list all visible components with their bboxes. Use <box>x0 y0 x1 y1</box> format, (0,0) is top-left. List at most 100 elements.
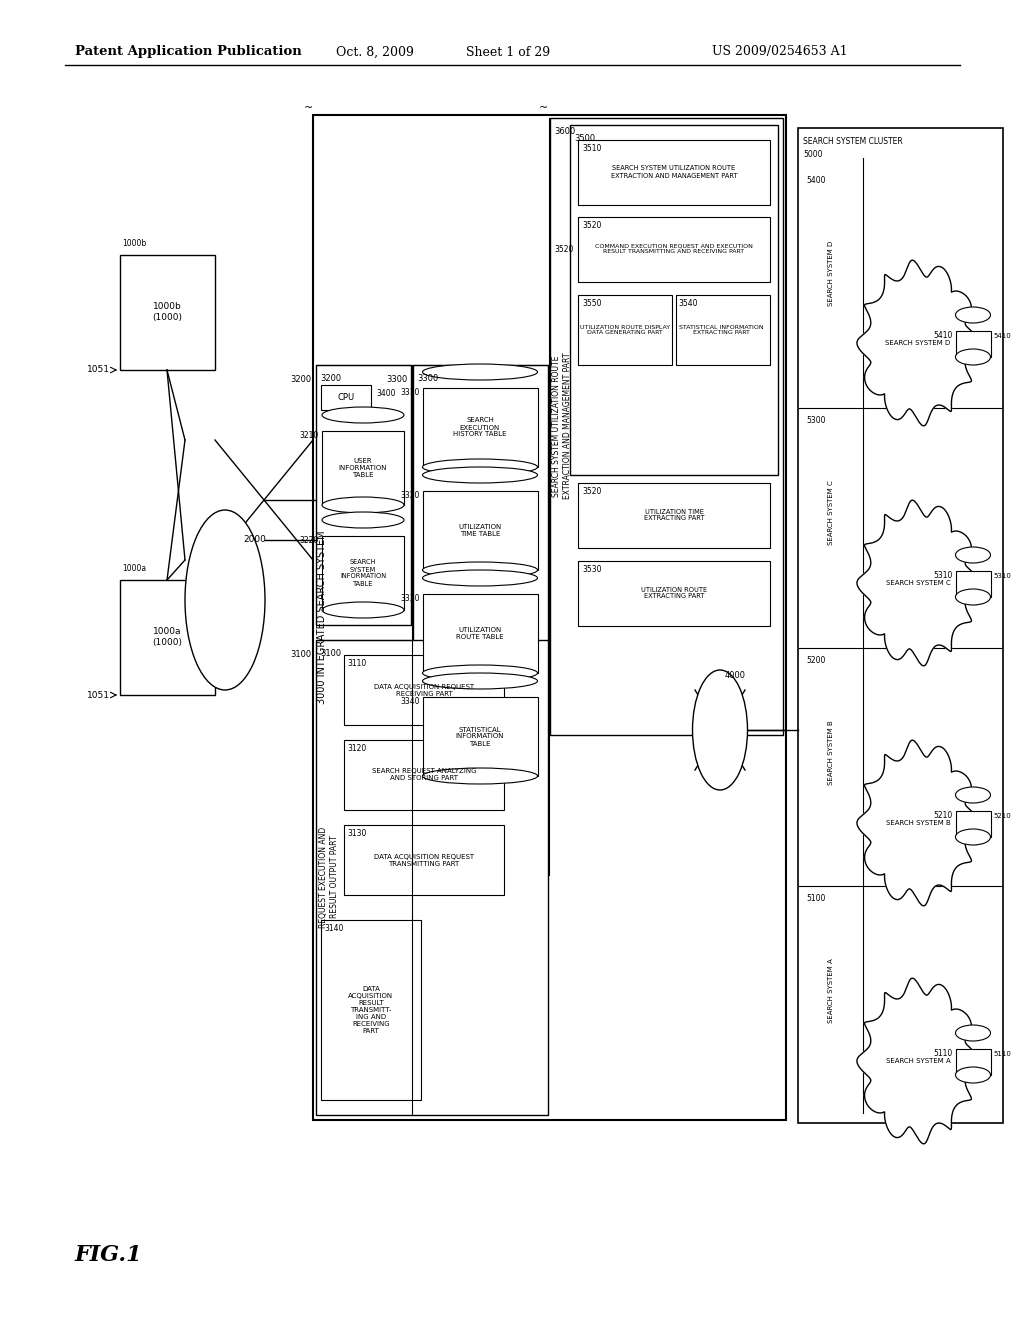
Text: UTILIZATION
TIME TABLE: UTILIZATION TIME TABLE <box>459 524 502 537</box>
Text: 1051: 1051 <box>87 366 110 375</box>
Text: STATISTICAL
INFORMATION
TABLE: STATISTICAL INFORMATION TABLE <box>456 726 504 747</box>
Text: 3400: 3400 <box>376 389 395 399</box>
Ellipse shape <box>955 829 990 845</box>
Bar <box>413 366 548 870</box>
Text: 5310: 5310 <box>993 573 1011 579</box>
Bar <box>578 483 770 548</box>
Text: USER
INFORMATION
TABLE: USER INFORMATION TABLE <box>339 458 387 478</box>
Bar <box>316 366 411 624</box>
Ellipse shape <box>322 407 404 422</box>
Polygon shape <box>857 260 979 426</box>
Text: 3200: 3200 <box>290 375 311 384</box>
Text: 3130: 3130 <box>347 829 367 838</box>
Text: SEARCH REQUEST ANALYZING
AND STORING PART: SEARCH REQUEST ANALYZING AND STORING PAR… <box>372 768 476 781</box>
Polygon shape <box>857 500 979 665</box>
Text: 3120: 3120 <box>347 744 367 752</box>
Text: 3340: 3340 <box>400 697 420 706</box>
Text: CPU: CPU <box>338 392 354 401</box>
Bar <box>578 140 770 205</box>
Bar <box>550 117 783 735</box>
Text: 3510: 3510 <box>582 144 601 153</box>
Text: SEARCH SYSTEM B: SEARCH SYSTEM B <box>828 721 834 785</box>
Bar <box>955 1049 990 1074</box>
Text: SEARCH SYSTEM D: SEARCH SYSTEM D <box>828 240 834 306</box>
Ellipse shape <box>955 1067 990 1082</box>
Text: US 2009/0254653 A1: US 2009/0254653 A1 <box>712 45 848 58</box>
Text: SEARCH SYSTEM D: SEARCH SYSTEM D <box>886 341 950 346</box>
Text: 3600: 3600 <box>554 127 575 136</box>
Text: UTILIZATION
ROUTE TABLE: UTILIZATION ROUTE TABLE <box>456 627 504 640</box>
Ellipse shape <box>955 546 990 564</box>
Bar <box>423 594 538 673</box>
Text: ~: ~ <box>304 103 313 114</box>
Text: DATA
ACQUISITION
RESULT
TRANSMITT-
ING AND
RECEIVING
PART: DATA ACQUISITION RESULT TRANSMITT- ING A… <box>348 986 393 1034</box>
Text: SEARCH
SYSTEM
INFORMATION
TABLE: SEARCH SYSTEM INFORMATION TABLE <box>340 560 386 586</box>
Text: 5210: 5210 <box>933 810 952 820</box>
Text: SEARCH SYSTEM UTILIZATION ROUTE
EXTRACTION AND MANAGEMENT PART: SEARCH SYSTEM UTILIZATION ROUTE EXTRACTI… <box>552 352 571 499</box>
Text: REQUEST EXECUTION AND
RESULT OUTPUT PART: REQUEST EXECUTION AND RESULT OUTPUT PART <box>319 826 339 928</box>
Text: 5400: 5400 <box>806 176 825 185</box>
Text: 5200: 5200 <box>806 656 825 665</box>
Bar <box>423 388 538 467</box>
Polygon shape <box>857 741 979 906</box>
Text: 3550: 3550 <box>582 300 601 308</box>
Ellipse shape <box>322 512 404 528</box>
Text: 3530: 3530 <box>582 565 601 574</box>
Ellipse shape <box>955 589 990 605</box>
Text: ~: ~ <box>539 103 548 114</box>
Text: SEARCH SYSTEM CLUSTER: SEARCH SYSTEM CLUSTER <box>803 137 903 147</box>
Text: 3140: 3140 <box>324 924 343 933</box>
Bar <box>955 331 990 356</box>
Bar <box>316 640 548 1115</box>
Text: 3520: 3520 <box>582 487 601 496</box>
Text: SEARCH SYSTEM C: SEARCH SYSTEM C <box>886 579 950 586</box>
Text: 3300: 3300 <box>417 374 438 383</box>
Text: DATA ACQUISITION REQUEST
TRANSMITTING PART: DATA ACQUISITION REQUEST TRANSMITTING PA… <box>374 854 474 866</box>
Bar <box>321 385 371 411</box>
Bar <box>798 128 1002 1123</box>
Text: 1000a
(1000): 1000a (1000) <box>152 627 182 647</box>
Bar <box>344 825 504 895</box>
Bar <box>676 294 770 366</box>
Text: FIG.1: FIG.1 <box>75 1243 142 1266</box>
Text: Patent Application Publication: Patent Application Publication <box>75 45 302 58</box>
Text: DATA ACQUISITION REQUEST
RECEIVING PART: DATA ACQUISITION REQUEST RECEIVING PART <box>374 684 474 697</box>
Bar <box>321 920 421 1100</box>
Ellipse shape <box>955 1026 990 1041</box>
Bar <box>120 255 215 370</box>
Ellipse shape <box>692 671 748 789</box>
Bar <box>578 216 770 282</box>
Text: SEARCH SYSTEM C: SEARCH SYSTEM C <box>828 480 834 545</box>
Ellipse shape <box>955 348 990 366</box>
Text: SEARCH SYSTEM A: SEARCH SYSTEM A <box>886 1059 950 1064</box>
Bar <box>322 536 404 610</box>
Ellipse shape <box>423 768 538 784</box>
Text: 5100: 5100 <box>806 894 825 903</box>
Text: 3500: 3500 <box>574 135 595 143</box>
Text: 5410: 5410 <box>993 333 1011 339</box>
Bar <box>322 432 404 506</box>
Text: 3220: 3220 <box>300 536 319 545</box>
Text: 1000a: 1000a <box>122 564 146 573</box>
Ellipse shape <box>955 787 990 803</box>
Text: 3300: 3300 <box>387 375 408 384</box>
Polygon shape <box>857 978 979 1144</box>
Bar <box>344 655 504 725</box>
Ellipse shape <box>322 498 404 513</box>
Ellipse shape <box>322 602 404 618</box>
Text: 3330: 3330 <box>400 594 420 603</box>
Ellipse shape <box>185 510 265 690</box>
Bar <box>423 697 538 776</box>
Bar <box>423 491 538 570</box>
Bar <box>313 115 786 1119</box>
Ellipse shape <box>423 570 538 586</box>
Text: 5410: 5410 <box>933 331 952 341</box>
Text: 3000 INTEGRATED SEARCH SYSTEM: 3000 INTEGRATED SEARCH SYSTEM <box>317 531 327 704</box>
Ellipse shape <box>423 459 538 475</box>
Text: 1000b
(1000): 1000b (1000) <box>152 302 182 322</box>
Text: 3310: 3310 <box>400 388 420 397</box>
Bar <box>955 572 990 597</box>
Text: 3100: 3100 <box>319 649 341 657</box>
Bar <box>578 294 672 366</box>
Ellipse shape <box>423 364 538 380</box>
